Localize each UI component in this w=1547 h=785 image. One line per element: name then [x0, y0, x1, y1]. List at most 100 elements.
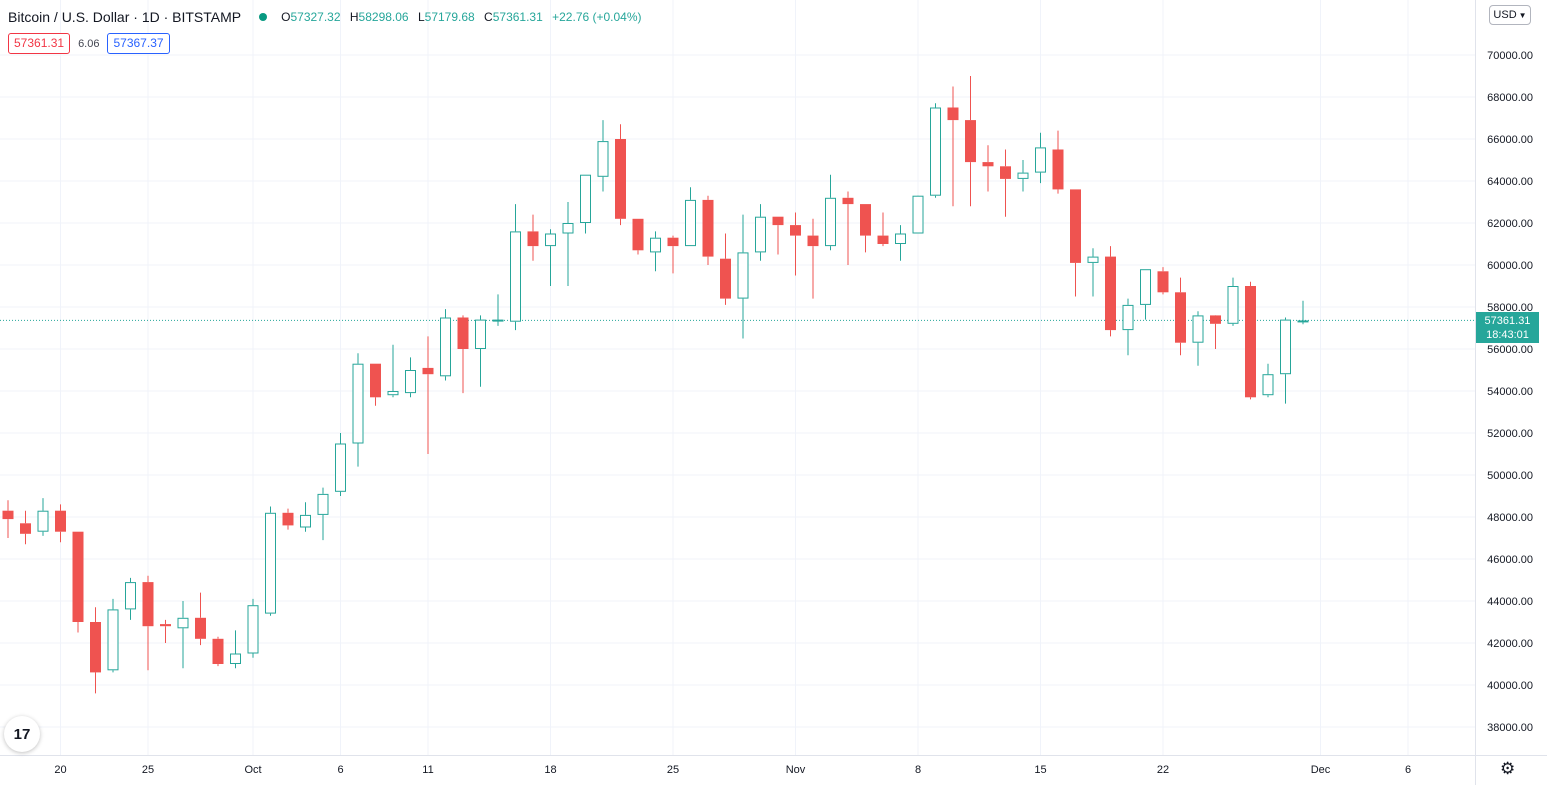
candle-body-down[interactable]	[807, 235, 819, 247]
candle-body-down[interactable]	[790, 225, 801, 236]
candle-body-up[interactable]	[912, 195, 924, 234]
candle-body-down[interactable]	[2, 510, 14, 520]
candle-body-up[interactable]	[580, 174, 591, 223]
y-tick-label: 58000.00	[1487, 302, 1533, 314]
candle-body-up[interactable]	[1280, 319, 1291, 375]
candle-body-up[interactable]	[492, 319, 504, 322]
y-tick-label: 44000.00	[1487, 596, 1533, 608]
candle-body-up[interactable]	[177, 617, 189, 629]
candle-body-down[interactable]	[20, 523, 31, 534]
candle-body-down[interactable]	[1210, 315, 1221, 324]
candle-body-down[interactable]	[1052, 149, 1064, 190]
candle-body-up[interactable]	[930, 107, 941, 196]
currency-button[interactable]: USD ▼	[1489, 5, 1531, 25]
candle-body-up[interactable]	[37, 510, 49, 532]
candle-body-up[interactable]	[107, 609, 119, 671]
candle-body-down[interactable]	[142, 582, 154, 627]
candle-body-up[interactable]	[510, 231, 521, 322]
candle-body-down[interactable]	[282, 512, 294, 526]
candle-body-down[interactable]	[370, 363, 381, 398]
candle-body-down[interactable]	[72, 531, 84, 622]
open-value: 57327.32	[290, 10, 341, 24]
candle-body-up[interactable]	[562, 223, 574, 234]
x-tick-label: 15	[1034, 764, 1046, 776]
candle-body-up[interactable]	[1140, 269, 1151, 305]
candle-body-up[interactable]	[405, 370, 416, 394]
candle-body-up[interactable]	[1122, 304, 1134, 331]
y-tick-label: 48000.00	[1487, 512, 1533, 524]
candle-body-down[interactable]	[615, 139, 626, 219]
candle-body-up[interactable]	[335, 443, 346, 492]
candle-body-down[interactable]	[1105, 256, 1116, 331]
candle-body-up[interactable]	[737, 252, 749, 299]
candle-body-up[interactable]	[317, 493, 329, 515]
candle-body-up[interactable]	[1192, 315, 1204, 343]
candle-body-up[interactable]	[895, 233, 906, 244]
last-price-value: 57361.31	[1484, 315, 1531, 327]
candle-body-up[interactable]	[545, 233, 556, 247]
candle-body-down[interactable]	[877, 235, 889, 244]
spread-value: 6.06	[78, 37, 100, 50]
bid-ask-row: 57361.31 6.06 57367.37	[8, 33, 170, 54]
candle-body-down[interactable]	[90, 622, 101, 673]
y-tick-label: 52000.00	[1487, 428, 1533, 440]
sell-price-box[interactable]: 57361.31	[8, 33, 71, 54]
candle-body-down[interactable]	[1070, 189, 1081, 263]
candle-body-down[interactable]	[55, 510, 66, 532]
candle-body-up[interactable]	[825, 197, 836, 247]
candle-body-down[interactable]	[1000, 166, 1011, 179]
y-tick-label: 38000.00	[1487, 722, 1533, 734]
candle-body-down[interactable]	[965, 120, 976, 163]
candle-body-down[interactable]	[632, 218, 644, 251]
candle-body-up[interactable]	[1227, 286, 1239, 324]
candle-body-up[interactable]	[440, 317, 451, 377]
candle-body-up[interactable]	[247, 605, 259, 654]
candle-body-up[interactable]	[1087, 256, 1099, 263]
candle-body-down[interactable]	[947, 107, 959, 121]
candle-body-up[interactable]	[300, 514, 311, 528]
candle-body-up[interactable]	[685, 199, 696, 247]
candle-body-up[interactable]	[230, 653, 241, 664]
candle-body-down[interactable]	[1175, 292, 1186, 343]
candle-body-down[interactable]	[667, 237, 679, 247]
x-tick-label: 20	[54, 764, 66, 776]
candle-body-up[interactable]	[475, 319, 486, 350]
candle-body-down[interactable]	[860, 204, 871, 236]
low-label: L	[417, 10, 425, 24]
candle-body-up[interactable]	[1017, 172, 1029, 179]
tradingview-logo[interactable]: 17	[4, 716, 40, 752]
candle-body-up[interactable]	[1297, 320, 1309, 323]
y-tick-label: 46000.00	[1487, 554, 1533, 566]
candle-body-up[interactable]	[1035, 147, 1046, 173]
candle-body-down[interactable]	[982, 162, 994, 167]
candle-body-up[interactable]	[597, 141, 609, 177]
chart-legend: Bitcoin / U.S. Dollar · 1D · BITSTAMP O5…	[8, 8, 648, 26]
close-label: C	[484, 10, 493, 24]
candle-body-down[interactable]	[160, 624, 171, 627]
x-tick-label: Oct	[244, 764, 261, 776]
candle-body-down[interactable]	[842, 197, 854, 205]
candle-body-down[interactable]	[772, 216, 784, 226]
candle-body-down[interactable]	[1245, 286, 1256, 398]
buy-price-box[interactable]: 57367.37	[107, 33, 170, 54]
candle-body-down[interactable]	[212, 638, 224, 664]
candle-body-up[interactable]	[755, 216, 766, 253]
y-tick-label: 60000.00	[1487, 260, 1533, 272]
candle-body-up[interactable]	[352, 363, 364, 444]
candle-body-up[interactable]	[125, 582, 136, 610]
gear-icon[interactable]: ⚙	[1500, 759, 1516, 778]
candle-body-down[interactable]	[1157, 271, 1169, 293]
candle-body-up[interactable]	[387, 391, 399, 396]
candle-body-down[interactable]	[527, 231, 539, 247]
candle-body-down[interactable]	[720, 258, 731, 299]
candle-body-down[interactable]	[422, 367, 434, 375]
candle-body-up[interactable]	[650, 237, 661, 253]
x-tick-label: Dec	[1311, 764, 1331, 776]
candle-body-down[interactable]	[702, 199, 714, 257]
candle-body-down[interactable]	[457, 317, 469, 350]
candle-body-down[interactable]	[195, 617, 206, 639]
candle-body-up[interactable]	[1262, 374, 1274, 396]
candle-body-up[interactable]	[265, 512, 276, 614]
high-label: H	[349, 10, 359, 24]
